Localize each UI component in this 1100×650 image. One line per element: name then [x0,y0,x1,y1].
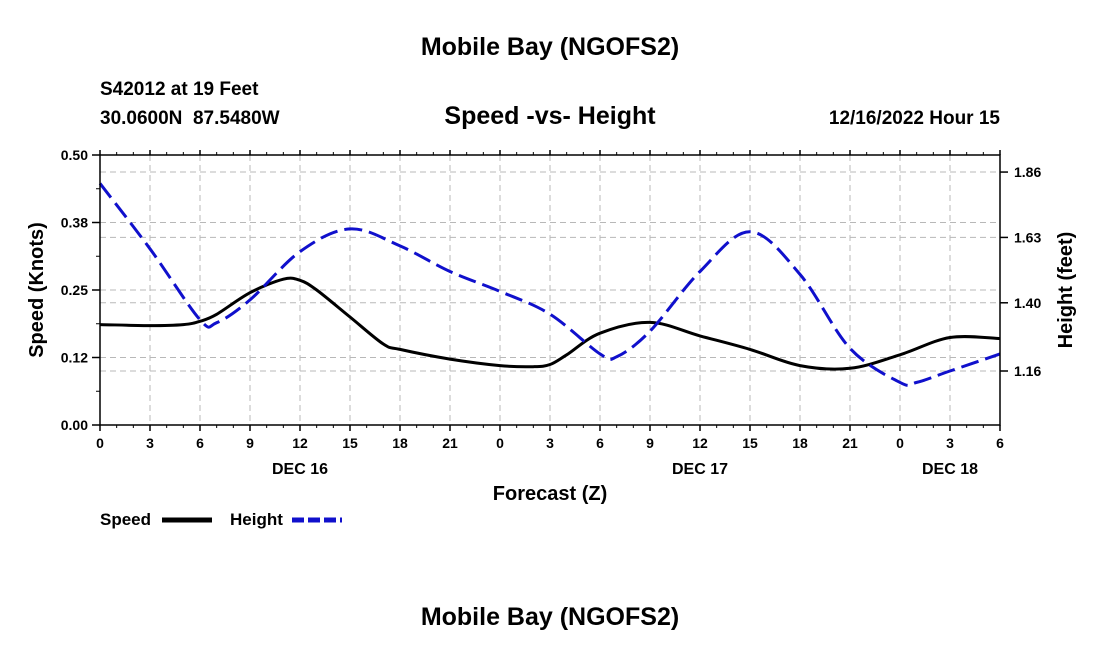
x-tick-label: 21 [442,435,458,451]
series-line-height [98,182,1001,387]
date-label: DEC 18 [922,461,978,478]
x-tick-label: 9 [246,435,254,451]
x-tick-label: 6 [596,435,604,451]
y-axis-right-label: Height (feet) [1055,232,1077,349]
footer-title: Mobile Bay (NGOFS2) [421,603,679,631]
legend-label-speed: Speed [100,510,151,529]
y-left-tick-label: 0.00 [61,417,88,433]
x-tick-label: 6 [996,435,1004,451]
date-label: DEC 16 [272,461,328,478]
station-label: S42012 at 19 Feet [100,79,259,100]
x-axis-label: Forecast (Z) [493,483,607,505]
x-tick-label: 21 [842,435,858,451]
y-right-tick-label: 1.16 [1014,363,1041,379]
axis-layer: 0 3 6 9 12 15 18 21 0 3 6 9 12 15 18 21 0 3 6 DEC 16 DEC 17 D… [61,147,1042,478]
x-tick-label: 0 [896,435,904,451]
coordinates-label: 30.0600N 87.5480W [100,108,280,129]
x-tick-label: 3 [546,435,554,451]
x-tick-label: 12 [692,435,708,451]
chart-main-title: Mobile Bay (NGOFS2) [421,33,679,61]
valid-time-label: 12/16/2022 Hour 15 [829,108,1001,129]
x-tick-label: 6 [196,435,204,451]
y-right-tick-label: 1.40 [1014,295,1041,311]
y-right-tick-label: 1.86 [1014,164,1041,180]
date-label: DEC 17 [672,461,728,478]
chart-subtitle: Speed -vs- Height [444,102,656,130]
x-tick-label: 3 [946,435,954,451]
x-tick-label: 0 [96,435,104,451]
x-tick-label: 3 [146,435,154,451]
y-left-tick-label: 0.38 [61,215,88,231]
y-right-tick-label: 1.63 [1014,229,1041,245]
x-tick-label: 15 [742,435,758,451]
legend-label-height: Height [230,510,283,529]
x-tick-label: 0 [496,435,504,451]
y-left-tick-label: 0.25 [61,282,88,298]
series-line-speed [99,276,1001,371]
x-tick-label: 9 [646,435,654,451]
x-tick-label: 15 [342,435,358,451]
x-tick-label: 12 [292,435,308,451]
x-tick-label: 18 [792,435,808,451]
y-left-tick-label: 0.12 [61,350,88,366]
legend: Speed Height [100,510,342,529]
x-tick-label: 18 [392,435,408,451]
series-layer [98,182,1001,387]
y-left-tick-label: 0.50 [61,147,88,163]
grid-layer [100,155,1000,425]
y-axis-left-label: Speed (Knots) [26,222,48,358]
